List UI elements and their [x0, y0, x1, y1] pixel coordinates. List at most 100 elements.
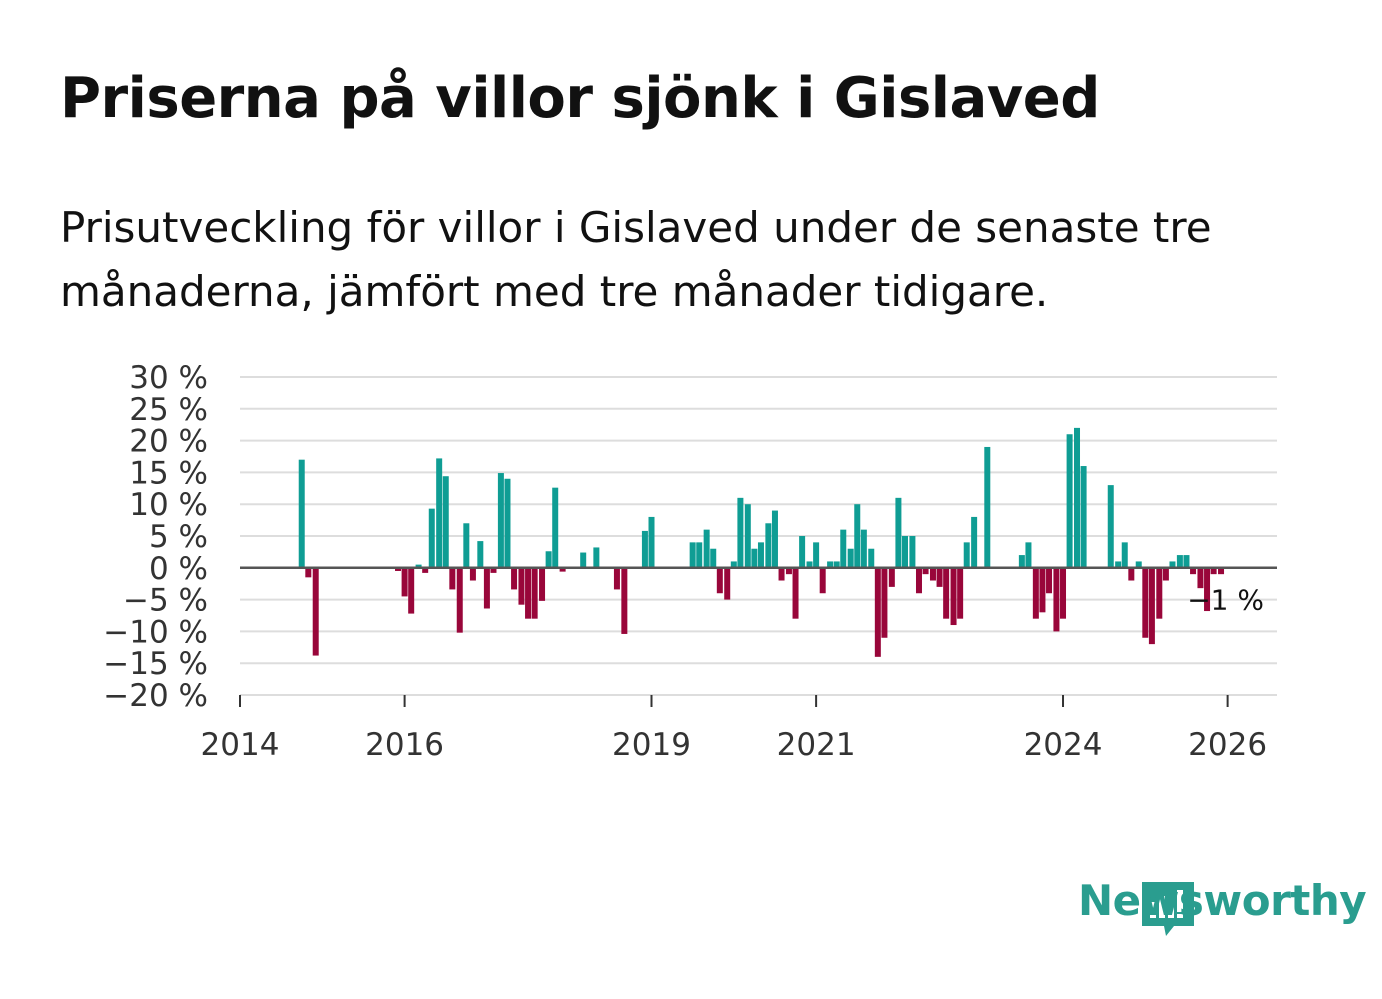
y-tick-label: −15 % [103, 646, 208, 682]
bar [401, 567, 408, 597]
bar [1018, 555, 1025, 568]
bar [1107, 485, 1114, 568]
bar [539, 567, 546, 601]
bar [710, 548, 717, 568]
chart-subtitle: Prisutveckling för villor i Gislaved und… [60, 203, 1212, 316]
y-tick-label: −5 % [123, 583, 208, 619]
bar [819, 567, 826, 594]
bar [827, 561, 834, 568]
bar [922, 567, 929, 575]
bar [504, 478, 511, 568]
brand-name: Newsworthy [1078, 876, 1367, 925]
bar [737, 497, 744, 568]
bar [449, 567, 456, 590]
bar [518, 567, 525, 605]
bar [1218, 567, 1225, 575]
bar-chart: 30 %25 %20 %15 %10 %5 %0 %−5 %−10 %−15 %… [103, 360, 1277, 763]
bar [860, 529, 867, 568]
bar [744, 504, 751, 568]
bar [840, 529, 847, 568]
x-tick-label: 2016 [365, 727, 444, 763]
chart-title: Priserna på villor sjönk i Gislaved [60, 66, 1100, 131]
bar [1197, 567, 1204, 589]
bar [1135, 561, 1142, 568]
x-tick-label: 2024 [1024, 727, 1103, 763]
bar [422, 567, 429, 573]
y-tick-label: 20 % [129, 424, 208, 460]
bar [943, 567, 950, 619]
x-tick-label: 2026 [1188, 727, 1267, 763]
bar [1142, 567, 1149, 638]
bar [490, 567, 497, 573]
bar [716, 567, 723, 594]
bar [415, 564, 422, 568]
bar [312, 567, 319, 656]
bar [552, 487, 559, 568]
bar [1183, 555, 1190, 568]
bar [428, 508, 435, 568]
bar [703, 529, 710, 568]
bar [757, 542, 764, 568]
bar [483, 567, 490, 609]
bar [641, 530, 648, 568]
bar [901, 536, 908, 568]
bar [477, 541, 484, 568]
bar [648, 516, 655, 568]
bar [751, 548, 758, 568]
bar [847, 548, 854, 568]
bar [881, 567, 888, 638]
bar [1148, 567, 1155, 645]
bar [1156, 567, 1163, 619]
bar [1066, 434, 1073, 568]
y-tick-label: 10 % [129, 487, 208, 523]
bar [1162, 567, 1169, 581]
bar [469, 567, 476, 581]
gridlines [240, 376, 1277, 696]
bar [915, 567, 922, 594]
bar [1204, 567, 1211, 612]
bar [1060, 567, 1067, 619]
y-tick-label: 0 % [149, 551, 208, 587]
bar [950, 567, 957, 626]
bar [854, 504, 861, 568]
bar [559, 567, 566, 572]
x-tick-label: 2014 [201, 727, 280, 763]
annotation-label: −1 % [1187, 584, 1264, 617]
bar [1025, 542, 1032, 568]
bar [408, 567, 415, 614]
bar [895, 497, 902, 568]
bar [442, 476, 449, 568]
bar [888, 567, 895, 587]
bar [1074, 427, 1081, 568]
bar [792, 567, 799, 619]
labels: 30 %25 %20 %15 %10 %5 %0 %−5 %−10 %−15 %… [103, 360, 1267, 763]
bar [963, 542, 970, 568]
bar [1039, 567, 1046, 613]
bar [689, 542, 696, 568]
bar [909, 536, 916, 568]
bar [806, 561, 813, 568]
bar [724, 567, 731, 600]
bar [1121, 542, 1128, 568]
bar [456, 567, 463, 633]
bar [984, 446, 991, 568]
y-tick-label: 30 % [129, 360, 208, 396]
bar [799, 536, 806, 568]
y-tick-label: 5 % [149, 519, 208, 555]
bar [1169, 561, 1176, 568]
bar [1115, 561, 1122, 568]
bar [765, 523, 772, 568]
bar [833, 561, 840, 568]
bar [1053, 567, 1060, 632]
bar [1032, 567, 1039, 619]
y-tick-label: 25 % [129, 392, 208, 428]
bar [1190, 567, 1197, 575]
bar [868, 548, 875, 568]
bar [957, 567, 964, 619]
bars [298, 427, 1225, 657]
bar [593, 547, 600, 568]
bar [531, 567, 538, 619]
bar [1210, 567, 1217, 575]
bar [545, 551, 552, 568]
bar [580, 552, 587, 568]
